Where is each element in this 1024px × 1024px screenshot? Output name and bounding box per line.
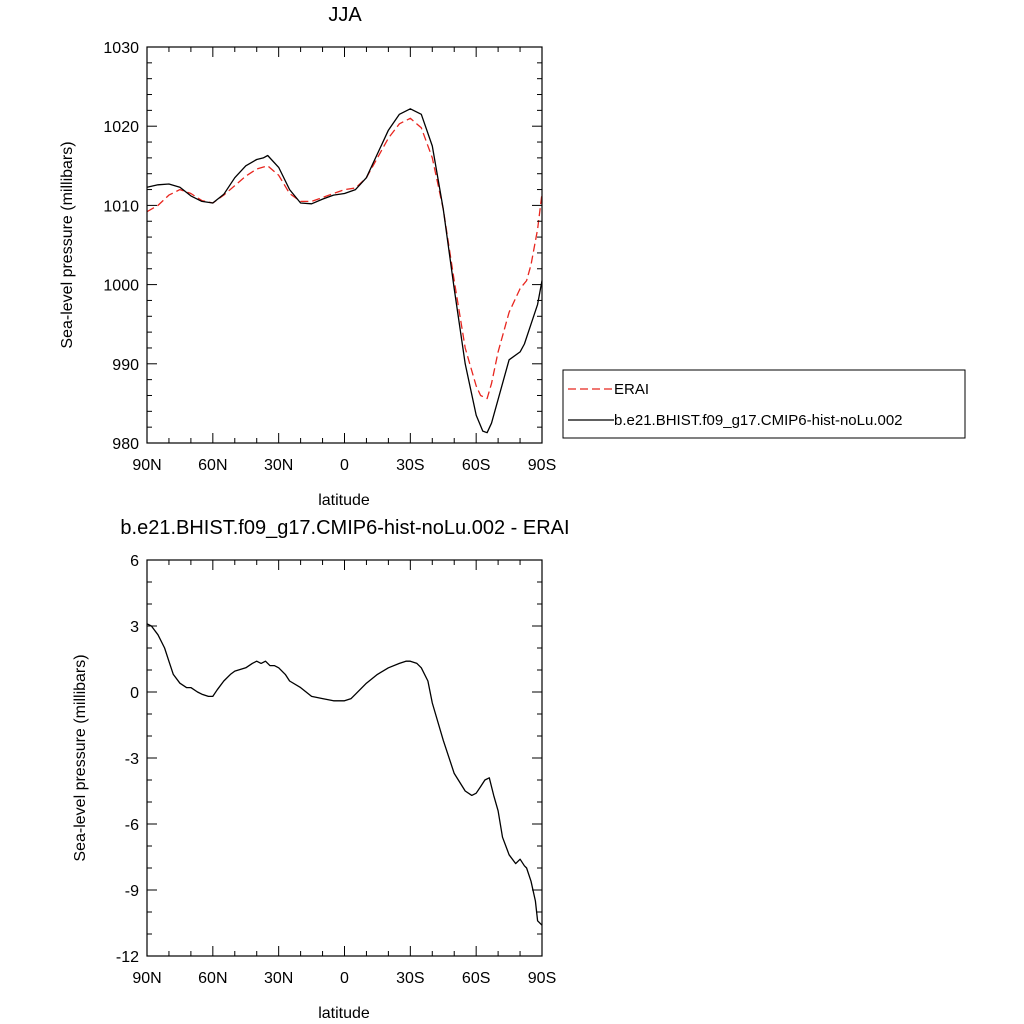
top-chart-series-line-0 bbox=[146, 117, 543, 400]
top-chart-y-tick-label: 990 bbox=[112, 357, 139, 374]
bottom-chart-x-axis-label: latitude bbox=[318, 1005, 370, 1022]
top-chart-ticks: 90N 60N 30N 0 30S 60S 90S 980 990 1000 1010 1020 103… bbox=[103, 40, 556, 474]
top-chart-series-line-1 bbox=[146, 108, 543, 434]
bottom-chart-x-tick-label: 30S bbox=[396, 970, 424, 987]
top-chart-x-tick-label: 90S bbox=[528, 457, 556, 474]
bottom-chart-y-tick-label: 0 bbox=[130, 685, 139, 702]
top-chart-x-tick-label: 30N bbox=[264, 457, 293, 474]
top-chart-x-tick-label: 60N bbox=[198, 457, 227, 474]
top-chart-y-tick-label: 1000 bbox=[103, 278, 139, 295]
top-chart-y-tick-label: 1010 bbox=[103, 198, 139, 215]
bottom-chart: b.e21.BHIST.f09_g17.CMIP6-hist-noLu.002 … bbox=[72, 517, 570, 1022]
top-chart-y-tick-label: 1020 bbox=[103, 119, 139, 136]
bottom-chart-x-tick-label: 90S bbox=[528, 970, 556, 987]
bottom-chart-x-tick-label: 0 bbox=[340, 970, 349, 987]
top-chart-y-axis-label: Sea-level pressure (millibars) bbox=[59, 141, 76, 348]
bottom-chart-x-tick-label: 60N bbox=[198, 970, 227, 987]
top-chart-title: JJA bbox=[328, 4, 362, 26]
bottom-chart-y-tick-label: -9 bbox=[125, 883, 139, 900]
bottom-chart-x-tick-label: 60S bbox=[462, 970, 490, 987]
top-chart-x-tick-label: 30S bbox=[396, 457, 424, 474]
bottom-chart-ticks: 90N 60N 30N 0 30S 60S 90S -12 -9 -6 -3 0 3 6 bbox=[116, 553, 556, 987]
bottom-chart-series-group bbox=[146, 623, 543, 926]
bottom-chart-y-tick-label: -12 bbox=[116, 949, 139, 966]
top-chart-frame bbox=[146, 46, 543, 444]
top-chart-x-tick-label: 90N bbox=[132, 457, 161, 474]
bottom-chart-series-line-0 bbox=[146, 623, 543, 926]
top-chart-x-tick-label: 60S bbox=[462, 457, 490, 474]
top-chart: JJA 90N 60N 30N 0 30S 60S 90S 980 990 1000 1010 102… bbox=[59, 4, 966, 509]
bottom-chart-frame bbox=[146, 559, 543, 957]
top-chart-series-group bbox=[146, 108, 543, 434]
top-chart-legend: ERAI b.e21.BHIST.f09_g17.CMIP6-hist-noLu… bbox=[562, 369, 966, 439]
top-chart-y-tick-label: 980 bbox=[112, 436, 139, 453]
bottom-chart-y-tick-label: -3 bbox=[125, 751, 139, 768]
bottom-chart-y-tick-label: 6 bbox=[130, 553, 139, 570]
bottom-chart-y-tick-label: 3 bbox=[130, 619, 139, 636]
bottom-chart-y-tick-label: -6 bbox=[125, 817, 139, 834]
legend-label-erai: ERAI bbox=[614, 381, 649, 398]
top-chart-x-tick-label: 0 bbox=[340, 457, 349, 474]
top-chart-x-axis-label: latitude bbox=[318, 492, 370, 509]
legend-label-model: b.e21.BHIST.f09_g17.CMIP6-hist-noLu.002 bbox=[614, 412, 903, 429]
bottom-chart-y-axis-label: Sea-level pressure (millibars) bbox=[72, 654, 89, 861]
bottom-chart-title: b.e21.BHIST.f09_g17.CMIP6-hist-noLu.002 … bbox=[120, 517, 569, 539]
legend-box bbox=[562, 369, 966, 439]
top-chart-y-tick-label: 1030 bbox=[103, 40, 139, 57]
bottom-chart-x-tick-label: 30N bbox=[264, 970, 293, 987]
bottom-chart-x-tick-label: 90N bbox=[132, 970, 161, 987]
